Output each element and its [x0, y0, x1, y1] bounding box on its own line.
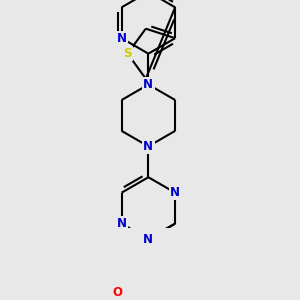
Text: N: N: [143, 232, 153, 245]
Text: S: S: [123, 47, 132, 60]
Text: N: N: [143, 232, 153, 245]
Text: N: N: [117, 32, 127, 45]
Text: N: N: [117, 217, 127, 230]
Text: N: N: [143, 78, 153, 91]
Text: O: O: [112, 286, 122, 299]
Text: N: N: [170, 186, 180, 199]
Text: N: N: [143, 140, 153, 153]
